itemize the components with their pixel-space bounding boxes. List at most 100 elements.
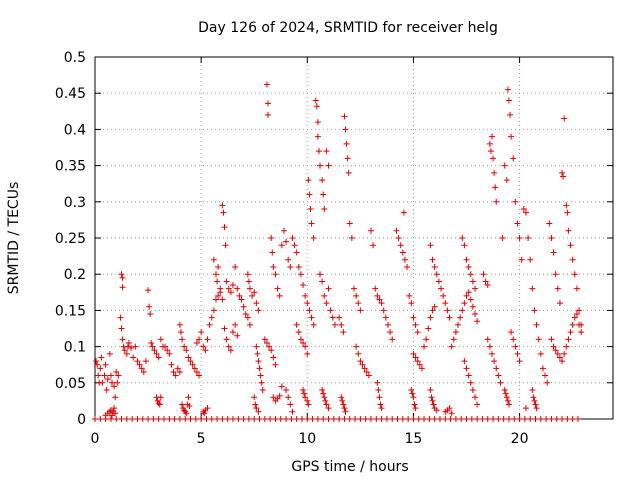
data-point <box>148 339 155 346</box>
data-point <box>115 372 122 379</box>
data-point <box>465 289 472 296</box>
data-point <box>325 285 332 292</box>
data-point <box>429 256 436 263</box>
data-point <box>500 416 507 422</box>
data-point <box>463 292 470 299</box>
data-point <box>319 278 326 285</box>
data-point <box>221 325 228 332</box>
data-point <box>504 397 511 404</box>
data-point <box>229 282 236 289</box>
data-point <box>200 343 207 350</box>
data-point <box>101 372 108 379</box>
data-point <box>529 387 536 394</box>
data-point <box>467 296 474 303</box>
x-axis-label: GPS time / hours <box>291 459 408 475</box>
data-point <box>487 148 494 155</box>
data-point <box>242 311 249 318</box>
data-point <box>542 372 549 379</box>
data-point <box>438 285 445 292</box>
data-point <box>300 339 307 346</box>
data-point <box>276 392 283 399</box>
data-point <box>236 292 243 299</box>
data-point <box>353 343 360 350</box>
data-point <box>341 113 348 120</box>
data-point <box>480 271 487 278</box>
data-point <box>336 314 343 321</box>
data-point <box>215 263 222 270</box>
data-point <box>525 235 532 241</box>
data-point <box>166 416 173 422</box>
data-point <box>516 235 523 241</box>
data-point <box>339 397 346 404</box>
data-point <box>193 339 200 346</box>
data-point <box>499 235 506 241</box>
data-point <box>240 303 247 310</box>
data-point <box>176 321 183 328</box>
data-point <box>346 220 353 227</box>
data-point <box>565 336 572 343</box>
data-point <box>389 416 396 422</box>
data-point <box>295 329 302 336</box>
data-point <box>374 292 381 299</box>
x-tick-label: 10 <box>298 431 316 447</box>
data-point <box>213 271 220 278</box>
data-point <box>408 387 415 394</box>
data-point <box>363 368 370 375</box>
data-point <box>108 412 115 419</box>
data-point <box>435 278 442 285</box>
data-point <box>446 314 453 321</box>
data-point <box>259 387 266 394</box>
data-point <box>431 303 438 310</box>
data-point <box>429 307 436 314</box>
data-point <box>553 416 560 422</box>
data-point <box>394 416 401 422</box>
data-point <box>427 314 434 321</box>
data-point <box>421 416 428 422</box>
data-point <box>146 303 153 310</box>
data-point <box>213 296 220 303</box>
data-point <box>208 314 215 321</box>
data-point <box>548 235 555 241</box>
data-point <box>576 321 583 328</box>
data-point <box>319 177 326 184</box>
data-point <box>244 271 251 278</box>
data-point <box>410 416 417 422</box>
data-point <box>323 300 330 307</box>
data-point <box>181 343 188 350</box>
data-point <box>176 416 183 422</box>
data-point <box>567 329 574 336</box>
data-point <box>469 278 476 285</box>
y-tick-label: 0.5 <box>64 50 86 66</box>
data-point <box>325 405 332 412</box>
data-point <box>539 365 546 372</box>
data-point <box>415 416 422 422</box>
data-point <box>348 235 355 241</box>
data-point <box>522 209 529 216</box>
data-point <box>544 379 551 386</box>
data-point <box>257 372 264 379</box>
data-point <box>495 372 502 379</box>
data-point <box>198 329 205 336</box>
data-point <box>104 376 111 383</box>
data-point <box>427 387 434 394</box>
data-point <box>138 365 145 372</box>
data-point <box>412 405 419 412</box>
data-point <box>283 387 290 394</box>
data-point <box>448 410 455 417</box>
data-point <box>274 285 281 292</box>
data-point <box>289 408 296 415</box>
data-point <box>353 292 360 299</box>
data-point <box>486 140 493 147</box>
data-point <box>504 86 511 93</box>
data-point <box>182 416 189 422</box>
data-point <box>329 314 336 321</box>
data-point <box>378 416 385 422</box>
data-point <box>490 416 497 422</box>
data-point <box>345 169 352 176</box>
data-point <box>357 358 364 365</box>
data-point <box>431 416 438 422</box>
data-point <box>157 394 164 401</box>
data-point <box>537 416 544 422</box>
data-point <box>136 361 143 368</box>
